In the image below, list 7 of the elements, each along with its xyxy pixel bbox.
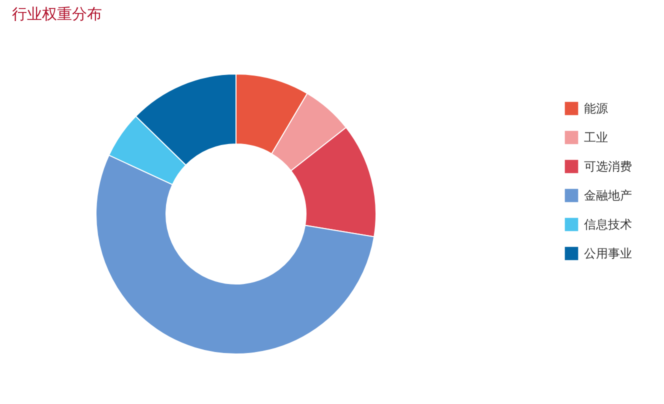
legend-label: 能源 bbox=[584, 102, 608, 116]
legend-label: 工业 bbox=[584, 130, 608, 144]
chart-title: 行业权重分布 bbox=[12, 5, 102, 23]
legend-label: 可选消费 bbox=[584, 160, 632, 174]
legend-label: 金融地产 bbox=[584, 188, 632, 202]
legend-label: 信息技术 bbox=[584, 218, 632, 232]
legend-label: 公用事业 bbox=[584, 246, 632, 260]
